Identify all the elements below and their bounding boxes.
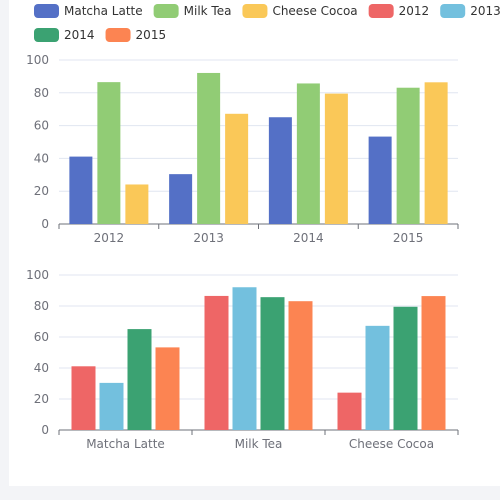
x-tick-label: Matcha Latte bbox=[86, 437, 165, 451]
legend-label-matcha-latte[interactable]: Matcha Latte bbox=[64, 4, 143, 18]
bar-2013-cheese-cocoa[interactable] bbox=[365, 325, 390, 430]
legend-swatch-matcha-latte[interactable] bbox=[34, 4, 59, 18]
bar-matcha-latte-2013[interactable] bbox=[169, 174, 193, 224]
y-tick-label: 100 bbox=[26, 268, 49, 282]
y-tick-label: 80 bbox=[34, 86, 49, 100]
y-tick-label: 40 bbox=[34, 151, 49, 165]
legend-label-2015[interactable]: 2015 bbox=[136, 28, 167, 42]
legend-swatch-2014[interactable] bbox=[34, 28, 59, 42]
bar-matcha-latte-2015[interactable] bbox=[368, 136, 392, 224]
y-tick-label: 100 bbox=[26, 53, 49, 67]
x-tick-label: 2015 bbox=[393, 231, 424, 245]
bar-milk-tea-2012[interactable] bbox=[97, 82, 121, 224]
bottom-margin-strip bbox=[0, 486, 500, 500]
bar-2012-milk-tea[interactable] bbox=[204, 295, 229, 430]
bar-milk-tea-2014[interactable] bbox=[296, 83, 320, 225]
legend-label-cheese-cocoa[interactable]: Cheese Cocoa bbox=[272, 4, 357, 18]
bar-matcha-latte-2014[interactable] bbox=[268, 117, 292, 224]
legend-label-2013[interactable]: 2013 bbox=[470, 4, 500, 18]
chart-legend: Matcha Latte Milk Tea Cheese Cocoa 2012 2013… bbox=[34, 4, 500, 42]
bar-2014-matcha-latte[interactable] bbox=[127, 329, 152, 430]
bar-2015-cheese-cocoa[interactable] bbox=[421, 296, 446, 430]
bar-milk-tea-2013[interactable] bbox=[197, 72, 221, 225]
y-tick-label: 0 bbox=[41, 423, 49, 437]
legend-label-2012[interactable]: 2012 bbox=[399, 4, 430, 18]
bar-2015-milk-tea[interactable] bbox=[288, 301, 313, 430]
x-tick-label: Milk Tea bbox=[235, 437, 283, 451]
y-tick-label: 20 bbox=[34, 392, 49, 406]
y-tick-label: 60 bbox=[34, 119, 49, 133]
bar-cheese-cocoa-2015[interactable] bbox=[424, 82, 448, 224]
y-tick-label: 20 bbox=[34, 184, 49, 198]
x-tick-label: 2013 bbox=[193, 231, 224, 245]
y-tick-label: 80 bbox=[34, 299, 49, 313]
bar-cheese-cocoa-2013[interactable] bbox=[225, 113, 249, 224]
legend-swatch-cheese-cocoa[interactable] bbox=[242, 4, 268, 18]
legend-swatch-2015[interactable] bbox=[105, 28, 131, 42]
legend-swatch-2012[interactable] bbox=[368, 4, 394, 18]
bar-2013-matcha-latte[interactable] bbox=[99, 382, 124, 430]
y-tick-label: 0 bbox=[41, 217, 49, 231]
y-tick-label: 40 bbox=[34, 361, 49, 375]
x-tick-label: 2014 bbox=[293, 231, 324, 245]
bar-2012-cheese-cocoa[interactable] bbox=[337, 392, 362, 430]
bar-2012-matcha-latte[interactable] bbox=[71, 366, 96, 430]
legend-swatch-2013[interactable] bbox=[440, 4, 466, 18]
bar-chart-by-product: 0 20 40 60 80 100 Matcha Latte Milk Tea Cheese C… bbox=[26, 268, 459, 451]
left-margin-strip bbox=[0, 0, 9, 500]
bar-2014-milk-tea[interactable] bbox=[260, 297, 285, 430]
bar-cheese-cocoa-2012[interactable] bbox=[125, 184, 149, 224]
bar-matcha-latte-2012[interactable] bbox=[69, 156, 93, 224]
bar-chart-by-year: 0 20 40 60 80 100 2012 2013 2014 2015 bbox=[26, 53, 459, 245]
bar-2015-matcha-latte[interactable] bbox=[155, 347, 180, 430]
bar-2013-milk-tea[interactable] bbox=[232, 287, 257, 430]
x-tick-label: 2012 bbox=[94, 231, 125, 245]
bar-cheese-cocoa-2014[interactable] bbox=[324, 93, 348, 225]
legend-swatch-milk-tea[interactable] bbox=[153, 4, 179, 18]
bar-milk-tea-2015[interactable] bbox=[396, 87, 420, 224]
legend-label-2014[interactable]: 2014 bbox=[64, 28, 95, 42]
legend-label-milk-tea[interactable]: Milk Tea bbox=[184, 4, 232, 18]
x-tick-label: Cheese Cocoa bbox=[349, 437, 434, 451]
bar-2014-cheese-cocoa[interactable] bbox=[393, 306, 418, 430]
y-tick-label: 60 bbox=[34, 330, 49, 344]
